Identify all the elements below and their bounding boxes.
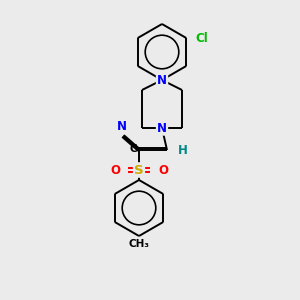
Text: Cl: Cl xyxy=(195,32,208,44)
Text: CH₃: CH₃ xyxy=(128,239,149,249)
Text: O: O xyxy=(158,164,168,176)
Text: O: O xyxy=(110,164,120,176)
Text: S: S xyxy=(134,164,144,176)
Text: N: N xyxy=(157,74,167,86)
Text: C: C xyxy=(129,144,137,154)
Text: N: N xyxy=(157,122,167,134)
Text: N: N xyxy=(117,120,127,133)
Text: H: H xyxy=(178,143,188,157)
